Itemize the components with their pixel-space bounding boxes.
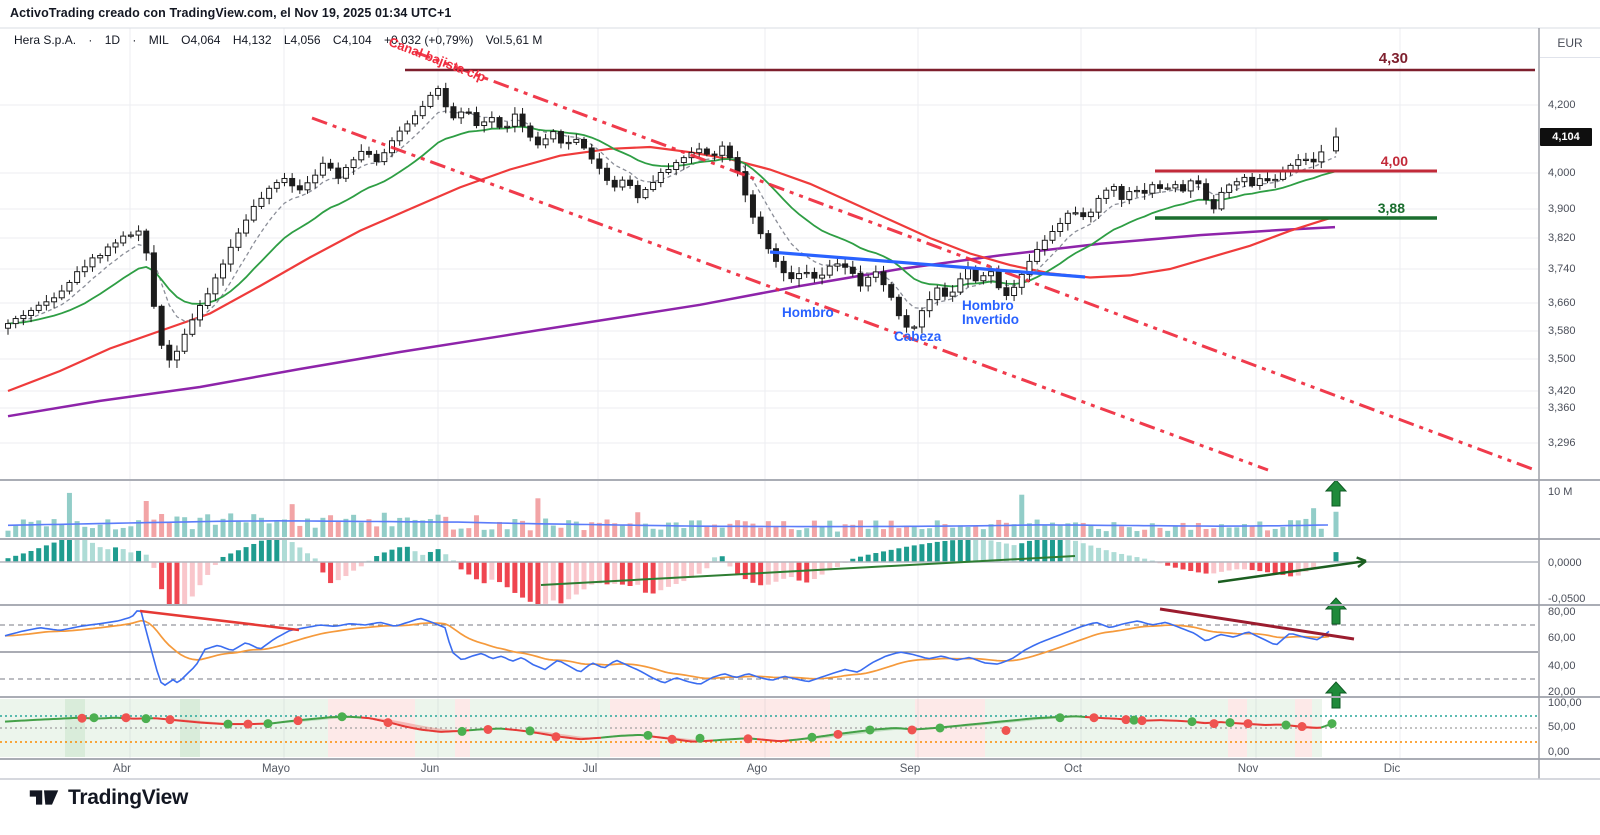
inverted-shoulder-label-1[interactable]: Hombro — [962, 298, 1014, 313]
tradingview-logo[interactable]: TradingView — [28, 784, 188, 811]
macd-arrow[interactable] — [1217, 556, 1367, 584]
symbol-legend[interactable]: Hera S.p.A. · 1D · MIL O4,064 H4,132 L4,… — [14, 33, 551, 47]
month-label: Sep — [899, 763, 921, 775]
month-label: Dic — [1383, 763, 1401, 775]
axis-tick-label: 3,740 — [1548, 263, 1576, 275]
axis-tick-label: 3,900 — [1548, 203, 1576, 215]
axis-tick-label: -0,0500 — [1548, 593, 1586, 605]
axis-tick-label: 4,000 — [1548, 167, 1576, 179]
rsi-trendline-left — [139, 609, 300, 632]
axis-tick-label: 10 M — [1548, 486, 1573, 498]
price-axis-currency[interactable]: EUR — [1540, 28, 1600, 58]
snapshot-header: ActivoTrading creado con TradingView.com… — [10, 6, 452, 20]
month-label: Mayo — [261, 763, 291, 775]
axis-tick-label: 20,00 — [1548, 686, 1576, 698]
gridlines — [0, 27, 1600, 759]
axis-tick-label: 0,00 — [1548, 746, 1570, 758]
legend-exchange: MIL — [148, 33, 169, 47]
rsi-trendline-right — [1159, 607, 1355, 641]
bullish-arrow-marker[interactable] — [1324, 479, 1348, 507]
pane-separators[interactable] — [0, 28, 1600, 780]
axis-tick-label: 3,660 — [1548, 297, 1576, 309]
month-label: Jun — [420, 763, 440, 775]
month-label: Nov — [1237, 763, 1259, 775]
legend-close: C4,104 — [332, 33, 372, 47]
month-label: Oct — [1064, 763, 1082, 775]
head-label[interactable]: Cabeza — [894, 329, 942, 344]
neckline — [769, 250, 1086, 279]
candlestick-series — [5, 82, 1339, 368]
legend-symbol: Hera S.p.A. — [14, 33, 77, 47]
macd-histogram — [0, 540, 1538, 604]
legend-separator: · — [132, 33, 137, 47]
price-drawings[interactable] — [311, 50, 1536, 472]
last-price-badge: 4,104 — [1540, 128, 1592, 146]
trend-meter-pane — [0, 699, 1538, 757]
month-label: Jul — [582, 763, 598, 775]
resistance-level-label-400[interactable]: 4,00 — [1380, 153, 1408, 169]
legend-change: +0,032 (+0,79%) — [383, 33, 474, 47]
tradingview-logo-text: TradingView — [68, 785, 189, 809]
axis-tick-label: 3,360 — [1548, 402, 1576, 414]
axis-tick-label: 3,296 — [1548, 437, 1576, 449]
axis-tick-label: 60,00 — [1548, 632, 1576, 644]
legend-low: L4,056 — [283, 33, 321, 47]
bearish-channel-upper-line — [414, 50, 1536, 472]
tradingview-logo-icon — [29, 790, 59, 805]
moving-averages — [7, 110, 1337, 418]
axis-tick-label: 100,00 — [1548, 697, 1582, 709]
axis-tick-label: 3,500 — [1548, 353, 1576, 365]
axis-tick-label: 3,820 — [1548, 232, 1576, 244]
axis-tick-label: 3,420 — [1548, 385, 1576, 397]
resistance-level-label-430[interactable]: 4,30 — [1378, 50, 1408, 67]
axis-tick-label: 3,580 — [1548, 325, 1576, 337]
legend-volume: Vol.5,61 M — [485, 33, 543, 47]
axis-tick-label: 0,0000 — [1548, 557, 1582, 569]
legend-open: O4,064 — [181, 33, 221, 47]
volume-series — [5, 492, 1339, 537]
rsi-pane — [0, 607, 1538, 687]
left-shoulder-label[interactable]: Hombro — [782, 305, 834, 320]
axis-tick-label: 80,00 — [1548, 606, 1576, 618]
bearish-channel-lower-line — [311, 116, 1269, 472]
month-label: Abr — [113, 763, 131, 775]
legend-high: H4,132 — [232, 33, 272, 47]
bullish-arrow-marker[interactable] — [1324, 681, 1348, 709]
legend-separator: · — [88, 33, 93, 47]
axis-tick-label: 4,200 — [1548, 99, 1576, 111]
macd-trendline — [540, 555, 1076, 586]
axis-tick-label: 50,00 — [1548, 721, 1576, 733]
inverted-shoulder-label-2[interactable]: Invertido — [962, 312, 1020, 327]
legend-interval: 1D — [104, 33, 121, 47]
bullish-arrow-marker[interactable] — [1324, 597, 1348, 625]
support-level-label-388[interactable]: 3,88 — [1377, 200, 1405, 216]
axis-tick-label: 40,00 — [1548, 660, 1576, 672]
month-label: Ago — [746, 763, 768, 775]
